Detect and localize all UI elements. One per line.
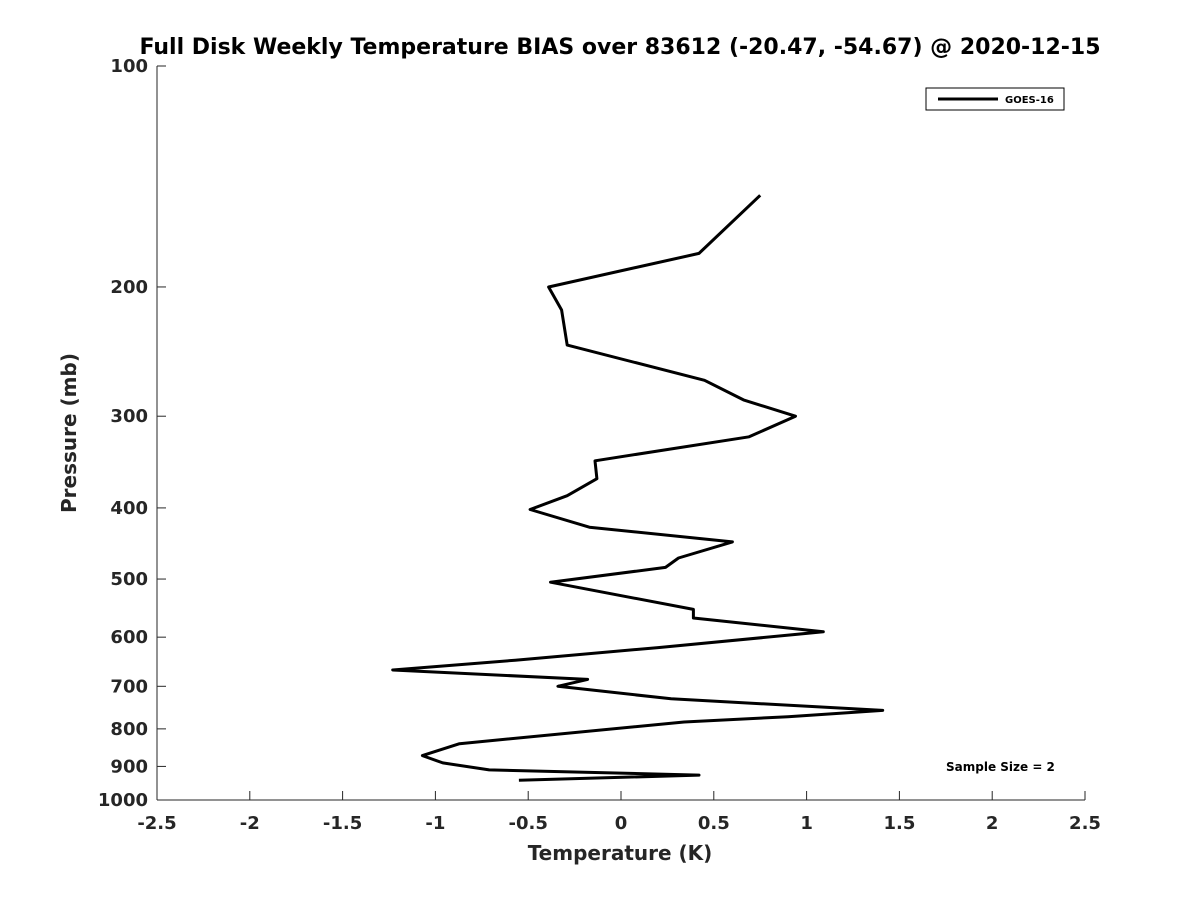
- sample-size-annotation: Sample Size = 2: [946, 760, 1055, 774]
- x-tick-label: -1: [425, 813, 445, 834]
- x-tick-label: 1.5: [883, 813, 915, 834]
- y-tick-label: 1000: [98, 790, 148, 811]
- y-tick-label: 700: [110, 676, 148, 697]
- y-tick-label: 800: [110, 719, 148, 740]
- y-tick-label: 500: [110, 569, 148, 590]
- y-tick-label: 900: [110, 756, 148, 777]
- y-axis-ticks: 100 200 300 400 500 600 700 800 900 1000: [98, 56, 166, 811]
- x-tick-label: -1.5: [323, 813, 362, 834]
- series-layer: [391, 194, 885, 782]
- x-tick-label: -0.5: [509, 813, 548, 834]
- x-axis-ticks: -2.5 -2 -1.5 -1 -0.5 0 0.5 1 1.5 2 2.5: [137, 791, 1101, 834]
- x-tick-label: 0: [615, 813, 628, 834]
- legend: GOES-16: [925, 87, 1065, 111]
- x-axis-label: Temperature (K): [528, 841, 713, 865]
- legend-series-label: GOES-16: [1005, 95, 1054, 106]
- chart-title: Full Disk Weekly Temperature BIAS over 8…: [139, 35, 1100, 60]
- y-tick-label: 600: [110, 627, 148, 648]
- x-tick-label: 1: [800, 813, 813, 834]
- y-tick-label: 200: [110, 277, 148, 298]
- x-tick-label: 0.5: [698, 813, 730, 834]
- y-tick-label: 400: [110, 498, 148, 519]
- x-tick-label: -2: [240, 813, 260, 834]
- x-tick-label: -2.5: [137, 813, 176, 834]
- series-line: [391, 194, 885, 782]
- y-tick-label: 100: [110, 56, 148, 77]
- y-tick-label: 300: [110, 406, 148, 427]
- x-tick-label: 2.5: [1069, 813, 1101, 834]
- y-axis-label: Pressure (mb): [57, 353, 81, 513]
- x-tick-label: 2: [986, 813, 999, 834]
